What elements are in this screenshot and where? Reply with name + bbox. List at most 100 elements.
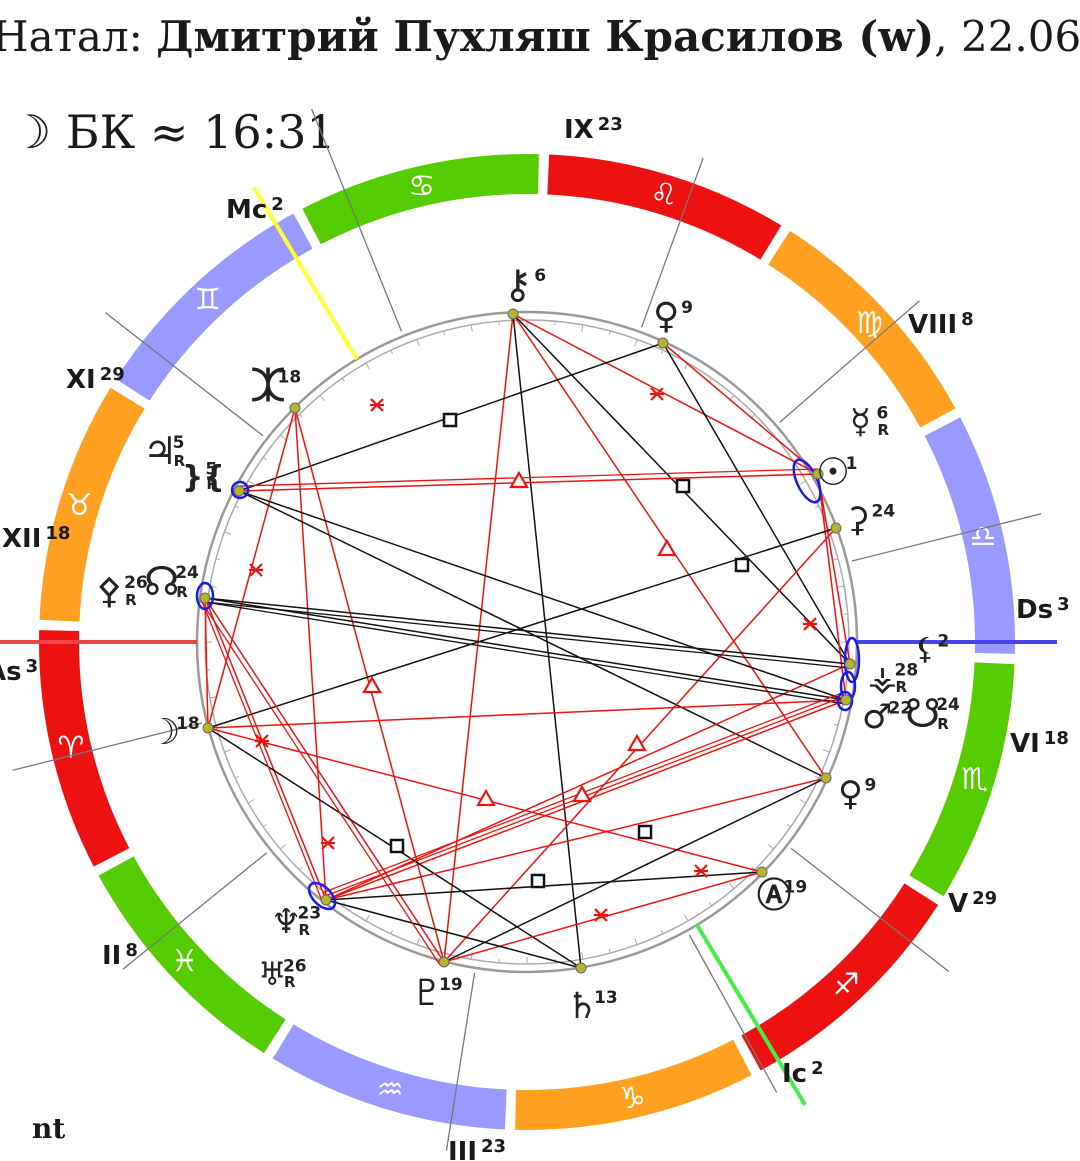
planet-degree: 18 bbox=[176, 714, 200, 734]
proserpina-icon: ⚴ 26R bbox=[96, 571, 148, 612]
degree-tick bbox=[280, 434, 287, 440]
vesta-icon: ⚶28R bbox=[868, 659, 918, 699]
planet-degree: 19 bbox=[784, 878, 808, 898]
degree-tick bbox=[247, 799, 255, 804]
square-aspect-marker bbox=[442, 412, 458, 428]
house-label-ii: II 8 bbox=[102, 940, 138, 971]
lilith-icon: ⚸ 2 bbox=[914, 631, 949, 667]
aspect-line bbox=[817, 473, 851, 665]
degree-tick bbox=[443, 949, 446, 954]
zodiac-glyph-gemini: ♊ bbox=[194, 283, 221, 318]
house-label-degree: 29 bbox=[972, 888, 997, 909]
imum-coeli-line bbox=[695, 923, 807, 1106]
zodiac-segment-scorpio bbox=[909, 662, 1015, 897]
aspect-line bbox=[443, 313, 514, 963]
house-label-ds: Ds 3 bbox=[1016, 594, 1070, 625]
zodiac-glyph-pisces: ♓ bbox=[171, 944, 198, 979]
house-label-name: VI bbox=[1010, 729, 1040, 759]
planet-point bbox=[320, 894, 332, 906]
pluto-icon: ♇19 bbox=[411, 973, 463, 1014]
aspect-line bbox=[325, 777, 827, 901]
aspect-line bbox=[325, 899, 582, 969]
degree-tick bbox=[416, 339, 420, 347]
conjunction-ring bbox=[195, 581, 215, 611]
house-label-as: As3 bbox=[0, 656, 38, 687]
house-label-xii: XII 18 bbox=[2, 523, 70, 554]
eris-icon: ⯰18 bbox=[251, 366, 301, 406]
house-label-name: As bbox=[0, 657, 22, 687]
birth-time: ☽ БК ≈ 16:31 bbox=[10, 104, 336, 160]
zodiac-segment-libra bbox=[924, 417, 1015, 654]
planet-glyph: ♂ bbox=[862, 697, 892, 737]
planet-glyph: ☊ bbox=[144, 559, 180, 605]
planet-degree: 13 bbox=[594, 988, 618, 1008]
planet-glyph: ⚴ bbox=[96, 571, 122, 612]
planet-glyph: ⚶ bbox=[868, 659, 897, 699]
aspect-line bbox=[204, 601, 846, 705]
degree-tick bbox=[837, 585, 845, 588]
planet-point bbox=[830, 522, 842, 534]
planet-point bbox=[575, 962, 587, 974]
aspect-line bbox=[662, 342, 851, 665]
house-label-name: Ic bbox=[782, 1059, 807, 1089]
planet-point bbox=[202, 722, 214, 734]
house-label-name: Mc bbox=[226, 195, 267, 225]
degree-tick bbox=[767, 844, 774, 850]
degree-tick bbox=[634, 937, 638, 945]
house-cusp-line bbox=[445, 972, 476, 1151]
retrograde-marker: R bbox=[937, 715, 949, 733]
planet-degree: 28 bbox=[895, 661, 919, 681]
degree-tick bbox=[708, 377, 713, 382]
degree-tick bbox=[416, 937, 420, 945]
retrograde-marker: R bbox=[878, 421, 890, 439]
mercury-icon: ☿ 6R bbox=[850, 402, 890, 442]
zodiac-glyph-libra: ♎ bbox=[970, 520, 997, 555]
aspect-line bbox=[207, 699, 847, 729]
planet-degree: 19 bbox=[439, 975, 463, 995]
square-aspect-marker bbox=[637, 824, 653, 840]
zodiac-glyph-cancer: ♋ bbox=[408, 169, 435, 204]
degree-tick bbox=[341, 377, 346, 382]
planet-point bbox=[844, 658, 856, 670]
zodiac-glyph-aries: ♈ bbox=[58, 730, 85, 765]
house-label-ix: IX 23 bbox=[564, 114, 623, 145]
retrograde-marker: R bbox=[174, 452, 186, 470]
square-aspect-marker bbox=[675, 478, 691, 494]
degree-tick bbox=[390, 929, 394, 935]
conjunction-ring bbox=[307, 881, 337, 911]
aspect-line bbox=[204, 597, 209, 729]
house-label-vi: VI 18 bbox=[1010, 728, 1069, 759]
aspect-line bbox=[204, 597, 327, 901]
degree-tick bbox=[581, 952, 584, 960]
degree-tick bbox=[470, 952, 473, 960]
trine-aspect-marker bbox=[657, 538, 677, 557]
house-label-degree: 2 bbox=[271, 194, 284, 215]
planet-glyph: ☿ bbox=[850, 402, 871, 442]
zodiac-glyph-capricorn: ♑ bbox=[619, 1081, 646, 1116]
planet-glyph: ☽ bbox=[148, 712, 180, 753]
aspect-line bbox=[238, 490, 827, 779]
degree-tick bbox=[224, 749, 232, 753]
degree-tick bbox=[470, 324, 473, 332]
title-prefix: Натал: bbox=[0, 12, 157, 61]
chiron-icon: ⚷ 6 bbox=[503, 262, 546, 308]
planet-glyph: }{ bbox=[182, 460, 225, 495]
aspect-line bbox=[207, 407, 296, 729]
house-cusp-line bbox=[779, 300, 920, 423]
degree-tick bbox=[298, 413, 303, 418]
zodiac-segment-aries bbox=[38, 630, 130, 867]
sextile-aspect-marker bbox=[370, 398, 384, 412]
house-label-degree: 2 bbox=[811, 1058, 824, 1079]
degree-tick bbox=[834, 558, 839, 561]
planet-degree: 5 bbox=[205, 459, 217, 479]
house-cusp-line bbox=[12, 722, 203, 771]
zodiac-glyph-leo: ♌ bbox=[650, 177, 677, 212]
planet-point bbox=[507, 308, 519, 320]
vertex-icon: Ⓐ19 bbox=[757, 876, 807, 916]
planet-degree: 9 bbox=[865, 776, 877, 796]
retrograde-marker: R bbox=[896, 678, 908, 696]
planet-degree: 26 bbox=[124, 573, 148, 593]
trine-aspect-marker bbox=[476, 788, 496, 807]
north-node-icon: ☊24R bbox=[144, 559, 199, 605]
aspect-line bbox=[200, 599, 323, 902]
